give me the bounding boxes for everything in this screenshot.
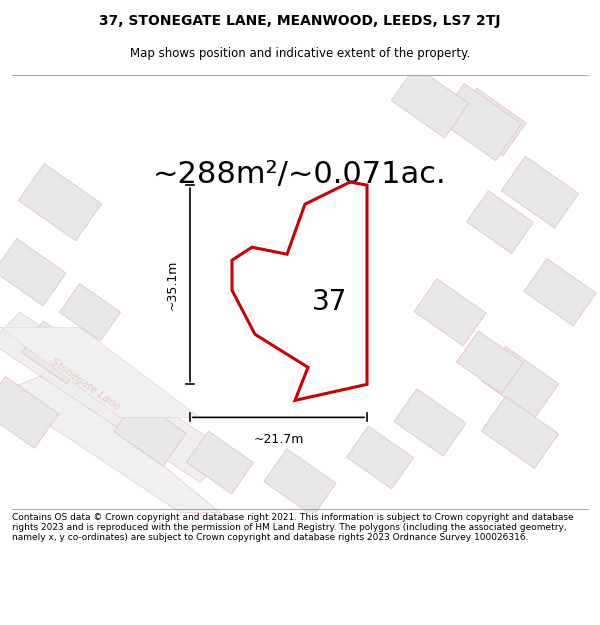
Polygon shape	[0, 328, 200, 418]
Bar	[457, 331, 523, 394]
Polygon shape	[0, 372, 220, 512]
Text: Stonegate Lane: Stonegate Lane	[49, 357, 121, 412]
Bar	[524, 259, 596, 326]
Bar	[394, 389, 466, 456]
Text: ~21.7m: ~21.7m	[253, 433, 304, 446]
Bar	[439, 84, 521, 161]
Text: 37, STONEGATE LANE, MEANWOOD, LEEDS, LS7 2TJ: 37, STONEGATE LANE, MEANWOOD, LEEDS, LS7…	[99, 14, 501, 28]
Bar	[502, 156, 578, 228]
Bar	[114, 399, 186, 466]
Bar	[22, 321, 88, 384]
Bar	[391, 66, 469, 138]
Bar	[414, 279, 486, 346]
Text: Map shows position and indicative extent of the property.: Map shows position and indicative extent…	[130, 48, 470, 61]
Bar	[19, 164, 101, 241]
Text: ~35.1m: ~35.1m	[166, 259, 179, 310]
Bar	[187, 431, 253, 494]
Bar	[59, 284, 121, 341]
Bar	[481, 346, 559, 418]
Bar	[264, 449, 336, 516]
Bar	[0, 239, 66, 306]
Bar	[454, 88, 526, 156]
Text: Contains OS data © Crown copyright and database right 2021. This information is : Contains OS data © Crown copyright and d…	[12, 512, 574, 542]
Text: 37: 37	[313, 288, 347, 316]
Polygon shape	[0, 312, 230, 482]
Bar	[481, 396, 559, 468]
Bar	[0, 376, 59, 448]
Bar	[467, 191, 533, 254]
Text: ~288m²/~0.071ac.: ~288m²/~0.071ac.	[153, 161, 447, 189]
Bar	[347, 426, 413, 489]
